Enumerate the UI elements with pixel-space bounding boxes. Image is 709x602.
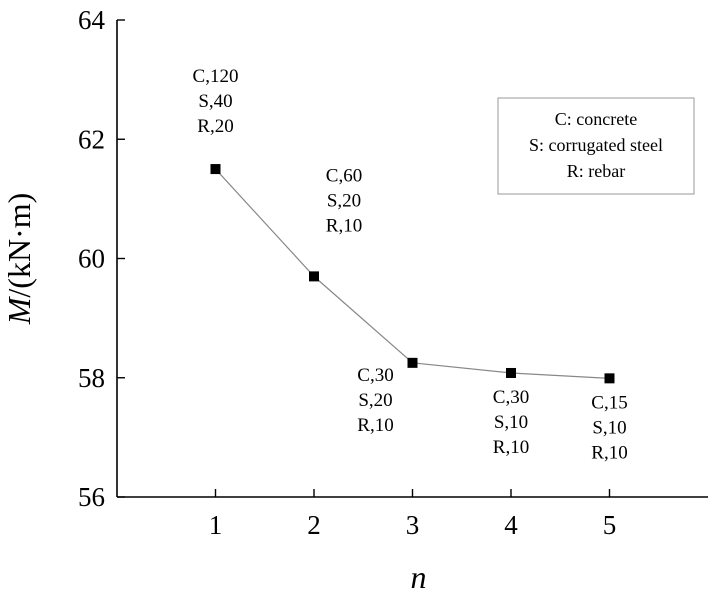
y-tick-label: 60	[78, 244, 105, 274]
data-annotation: C,60 S,20 R,10	[326, 165, 362, 236]
data-point	[309, 271, 319, 282]
annotation-line: R,10	[493, 437, 529, 458]
legend-entry: C: concrete	[555, 109, 637, 129]
x-axis-title: n	[411, 559, 427, 595]
axis-titles: n M/(kN·m)	[1, 193, 427, 595]
data-annotation: C,15 S,10 R,10	[591, 392, 627, 463]
x-tick-label: 2	[307, 510, 321, 540]
legend: C: concrete S: corrugated steel R: rebar	[497, 97, 695, 195]
data-annotation: C,120 S,40 R,20	[193, 66, 239, 137]
x-tick-label: 4	[504, 510, 518, 540]
data-point	[604, 373, 615, 384]
y-tick-label: 64	[78, 5, 106, 35]
y-tick-label: 62	[78, 124, 105, 154]
series-line	[215, 168, 610, 379]
annotation-line: C,120	[193, 66, 239, 87]
annotation-line: C,30	[493, 387, 529, 408]
ticks: 56 58 60 62 64 1 2 3 4 5	[78, 5, 616, 540]
annotation-line: R,10	[326, 215, 362, 236]
data-annotation: C,30 S,20 R,10	[357, 365, 393, 436]
legend-entry: R: rebar	[567, 161, 625, 181]
y-tick-label: 58	[78, 363, 105, 393]
annotation-line: R,20	[197, 116, 233, 137]
annotation-line: R,10	[357, 415, 393, 436]
data-annotation: C,30 S,10 R,10	[493, 387, 529, 458]
y-tick-label: 56	[78, 482, 105, 512]
x-tick-label: 1	[209, 510, 223, 540]
x-tick-label: 5	[603, 510, 617, 540]
annotation-line: S,40	[198, 91, 232, 112]
annotation-line: C,30	[357, 365, 393, 386]
y-axis-title-unit: /(kN·m)	[1, 193, 37, 298]
annotation-line: S,20	[327, 190, 361, 211]
series	[210, 164, 615, 384]
data-point	[210, 164, 221, 175]
annotation-line: S,10	[592, 417, 626, 438]
y-axis-title: M/(kN·m)	[1, 193, 37, 326]
data-point	[407, 357, 418, 368]
x-axis-title-text: n	[411, 559, 427, 595]
y-axis-title-symbol: M	[1, 295, 37, 325]
annotation-line: C,60	[326, 165, 362, 186]
annotation-line: R,10	[591, 442, 627, 463]
annotation-line: S,10	[494, 412, 528, 433]
legend-box	[497, 97, 695, 195]
data-point	[506, 367, 516, 378]
annotations: C,120S,40R,20C,60S,20R,10C,30S,20R,10C,3…	[193, 66, 628, 463]
legend-entry: S: corrugated steel	[529, 135, 663, 155]
annotation-line: C,15	[591, 392, 627, 413]
annotation-line: S,20	[358, 390, 392, 411]
x-tick-label: 3	[406, 510, 420, 540]
